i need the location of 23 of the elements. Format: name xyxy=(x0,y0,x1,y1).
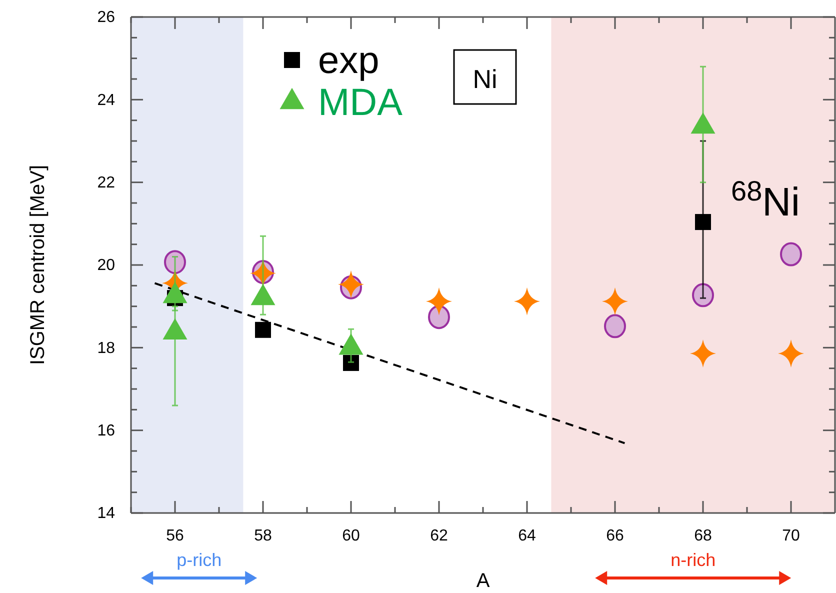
annotation: Ni xyxy=(472,64,498,94)
y-tick-label: 14 xyxy=(97,505,116,522)
band-label: n-rich xyxy=(670,550,716,570)
x-axis-title: A xyxy=(476,570,490,592)
annotation: $^{68}$Ni xyxy=(731,175,800,225)
y-tick-label: 20 xyxy=(97,257,116,274)
y-tick-label: 16 xyxy=(97,422,116,440)
y-tick-label: 18 xyxy=(97,340,116,357)
x-tick-label: 66 xyxy=(606,527,624,544)
legend-label: MDA xyxy=(318,82,404,124)
x-tick-label: 58 xyxy=(254,527,272,544)
x-tick-label: 70 xyxy=(782,527,800,544)
x-tick-label: 64 xyxy=(518,527,536,544)
x-tick-label: 60 xyxy=(342,527,360,544)
y-axis-title: ISGMR centroid [MeV] xyxy=(27,164,49,366)
y-tick-label: 26 xyxy=(97,9,116,26)
x-tick-label: 68 xyxy=(694,527,712,544)
x-tick-label: 56 xyxy=(166,527,184,544)
x-tick-label: 62 xyxy=(430,527,448,544)
y-tick-label: 22 xyxy=(97,174,116,192)
band-label: p-rich xyxy=(176,550,222,570)
y-tick-label: 24 xyxy=(97,92,116,109)
legend-label: exp xyxy=(318,40,380,82)
